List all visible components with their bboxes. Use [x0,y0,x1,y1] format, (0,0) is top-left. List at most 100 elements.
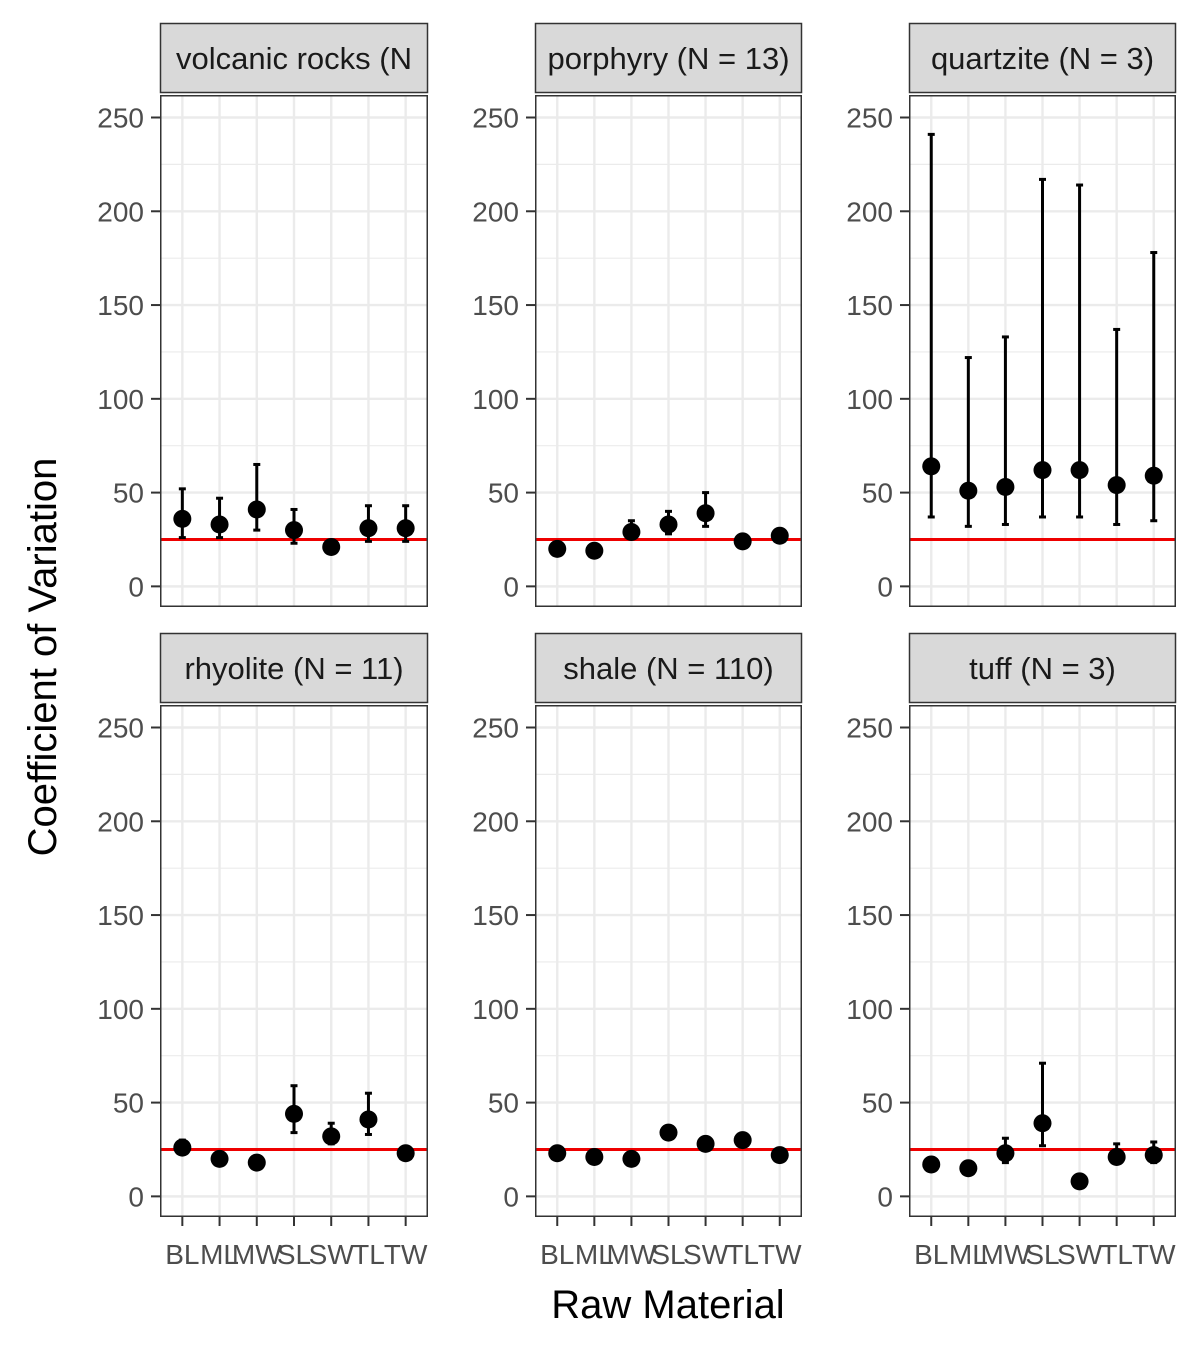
x-tick-label: SL [651,1239,685,1270]
x-tick-label: SL [1025,1239,1059,1270]
data-point [1144,1146,1163,1165]
x-tick-label: TW [758,1239,802,1270]
facet-title: shale (N = 110) [563,651,774,686]
data-point [733,532,752,551]
y-tick-label: 100 [472,384,519,415]
y-tick-label: 50 [488,478,519,509]
data-point [1070,1172,1089,1191]
data-point [1033,1114,1052,1133]
y-tick-label: 250 [846,713,893,744]
facet-title: volcanic rocks (N [176,41,412,76]
y-tick-label: 150 [846,900,893,931]
facet-title: rhyolite (N = 11) [184,651,403,686]
data-point [585,1147,604,1166]
data-point [659,515,678,534]
x-tick-label: TW [384,1239,428,1270]
data-point [959,1159,978,1178]
data-point [173,1138,192,1157]
facet-panel: quartzite (N = 3) 0 50 100 150 200 250 [846,22,1177,607]
x-tick-label: ML [200,1239,239,1270]
x-tick-label: SW [1057,1239,1103,1270]
panel-border [160,95,428,607]
panel-border [160,705,428,1217]
y-tick-label: 50 [862,478,893,509]
y-tick-label: 150 [97,900,144,931]
x-axis-title: Raw Material [551,1283,784,1327]
x-tick-label: MW [981,1239,1031,1270]
facet-strip [159,22,429,94]
facet-title: porphyry (N = 13) [547,41,789,76]
y-tick-label: 100 [97,384,144,415]
facet-panel: shale (N = 110) 0 50 100 150 200 250 BL MLMWSLSW… [472,632,803,1270]
y-tick-label: 50 [113,478,144,509]
data-point [959,481,978,500]
y-tick-label: 200 [846,806,893,837]
data-point [247,500,266,519]
y-tick-label: 200 [472,806,519,837]
facet-title: tuff (N = 3) [969,651,1116,686]
y-tick-label: 200 [846,196,893,227]
x-tick-label: SW [309,1239,355,1270]
y-tick-label: 0 [877,571,893,602]
y-tick-label: 250 [846,103,893,134]
x-tick-label: ML [949,1239,988,1270]
data-point [996,477,1015,496]
x-tick-label: BL [165,1239,199,1270]
data-point [359,519,378,538]
panel-border [909,95,1176,607]
data-point [548,1144,567,1163]
x-tick-label: SL [277,1239,311,1270]
data-point [659,1123,678,1142]
data-point [322,1127,341,1146]
y-tick-label: 250 [472,713,519,744]
data-point [396,1144,415,1163]
data-point [173,509,192,528]
x-tick-label: SW [683,1239,729,1270]
y-tick-label: 50 [113,1088,144,1119]
facet-panel: rhyolite (N = 11) 0 50 100 150 200 250 BL MLMWSL… [97,632,429,1270]
y-tick-label: 150 [472,290,519,321]
y-tick-label: 0 [128,571,144,602]
y-tick-label: 100 [472,994,519,1025]
x-tick-label: MW [232,1239,282,1270]
y-tick-label: 250 [97,713,144,744]
data-point [210,1149,229,1168]
panel-border [909,705,1176,1217]
data-point [696,504,715,523]
facet-strip [534,632,803,704]
x-tick-label: TL [352,1239,385,1270]
data-point [359,1110,378,1129]
data-point [1107,476,1126,495]
data-point [322,537,341,556]
data-point [548,539,567,558]
y-tick-label: 200 [97,196,144,227]
panel-border [535,95,802,607]
data-point [285,521,303,540]
data-point [922,457,941,476]
facet-strip [534,22,803,94]
y-tick-label: 0 [877,1181,893,1212]
data-point [996,1144,1015,1163]
y-tick-label: 250 [97,103,144,134]
x-tick-label: BL [914,1239,948,1270]
y-tick-label: 100 [846,994,893,1025]
facet-panel: porphyry (N = 13) 0 50 100 150 200 250 [472,22,803,607]
data-point [733,1131,752,1150]
data-point [1070,461,1089,480]
data-point [1144,466,1163,485]
data-point [396,519,415,538]
y-tick-label: 200 [472,196,519,227]
data-point [1033,461,1052,480]
y-tick-label: 100 [846,384,893,415]
data-point [247,1153,266,1172]
y-axis-title: Coefficient of Variation [21,458,65,857]
data-point [210,515,229,534]
facet-panel: tuff (N = 3) 0 50 100 150 200 250 BL MLMWSLSWTLT… [846,632,1177,1270]
data-point [770,526,789,545]
data-point [622,1149,641,1168]
data-point [622,522,641,541]
facet-strip [908,632,1177,704]
x-tick-label: TL [1100,1239,1133,1270]
y-tick-label: 0 [503,1181,519,1212]
